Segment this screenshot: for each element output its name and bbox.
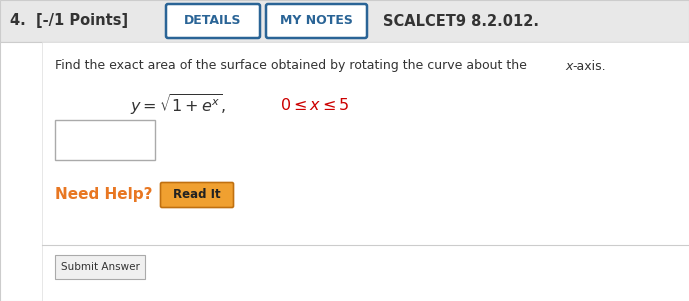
Text: SCALCET9 8.2.012.: SCALCET9 8.2.012. <box>383 14 539 29</box>
Text: MY NOTES: MY NOTES <box>280 14 353 27</box>
Text: -axis.: -axis. <box>572 60 606 73</box>
FancyBboxPatch shape <box>161 182 234 207</box>
Bar <box>55 255 145 279</box>
Text: x: x <box>565 60 573 73</box>
Bar <box>0 0 689 42</box>
Text: Find the exact area of the surface obtained by rotating the curve about the: Find the exact area of the surface obtai… <box>55 60 531 73</box>
Text: 4.  [-/1 Points]: 4. [-/1 Points] <box>10 14 128 29</box>
FancyBboxPatch shape <box>166 4 260 38</box>
FancyBboxPatch shape <box>266 4 367 38</box>
Text: $0 \leq x \leq 5$: $0 \leq x \leq 5$ <box>280 97 350 113</box>
Text: Submit Answer: Submit Answer <box>61 262 139 272</box>
Text: DETAILS: DETAILS <box>184 14 242 27</box>
Bar <box>0 42 689 301</box>
Text: Need Help?: Need Help? <box>55 188 152 203</box>
Bar <box>42 42 689 301</box>
Bar <box>55 120 155 160</box>
Text: Read It: Read It <box>173 188 220 201</box>
Text: $y = \sqrt{1+e^x},$: $y = \sqrt{1+e^x},$ <box>130 92 227 117</box>
